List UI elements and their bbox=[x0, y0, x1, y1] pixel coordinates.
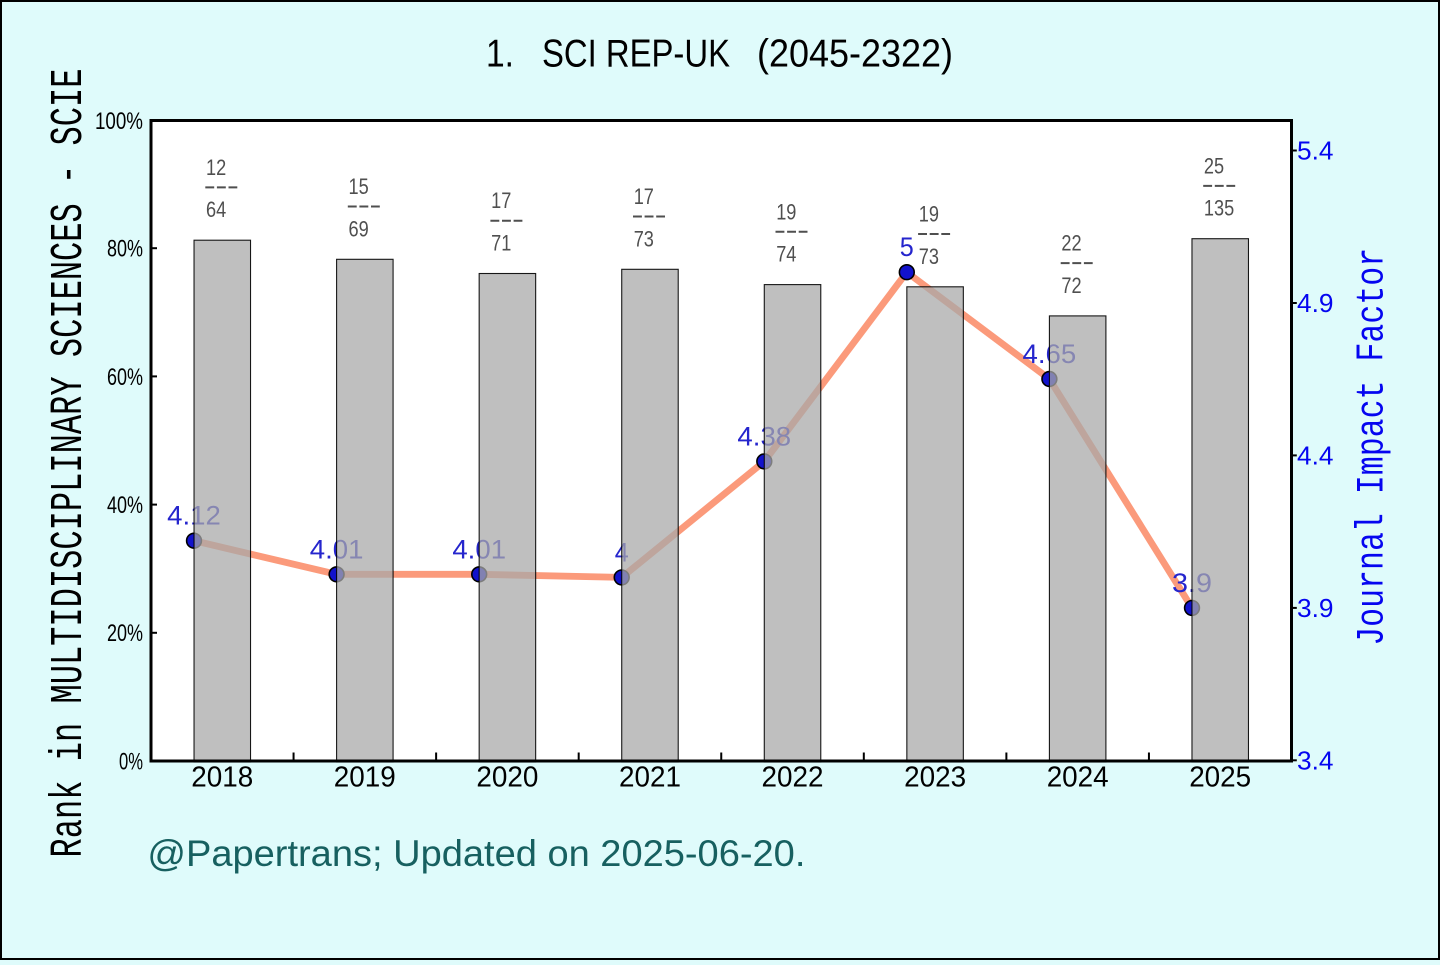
svg-text:80%: 80% bbox=[107, 236, 143, 263]
svg-text:4.9: 4.9 bbox=[1297, 290, 1334, 318]
svg-text:2019: 2019 bbox=[334, 762, 396, 794]
svg-text:SCI REP-UK: SCI REP-UK bbox=[542, 33, 730, 76]
svg-text:73: 73 bbox=[919, 244, 939, 269]
svg-text:Rank in MULTIDISCIPLINARY SCIE: Rank in MULTIDISCIPLINARY SCIENCES - SCI… bbox=[44, 69, 95, 858]
svg-text:20%: 20% bbox=[107, 620, 143, 647]
svg-text:0%: 0% bbox=[119, 748, 143, 775]
svg-text:2025: 2025 bbox=[1189, 762, 1251, 794]
svg-text:2022: 2022 bbox=[762, 762, 824, 794]
svg-text:74: 74 bbox=[776, 242, 796, 267]
svg-text:3.9: 3.9 bbox=[1297, 595, 1334, 623]
svg-text:2018: 2018 bbox=[191, 762, 253, 794]
svg-text:72: 72 bbox=[1061, 273, 1081, 298]
svg-text:3.4: 3.4 bbox=[1297, 747, 1334, 775]
svg-text:17: 17 bbox=[491, 188, 511, 213]
svg-text:15: 15 bbox=[349, 174, 369, 199]
svg-text:69: 69 bbox=[349, 216, 369, 241]
svg-text:100%: 100% bbox=[95, 108, 143, 135]
svg-text:4.4: 4.4 bbox=[1297, 442, 1334, 470]
svg-text:5: 5 bbox=[900, 232, 914, 262]
svg-text:17: 17 bbox=[634, 184, 654, 209]
svg-text:2024: 2024 bbox=[1047, 762, 1109, 794]
svg-text:135: 135 bbox=[1204, 196, 1234, 221]
svg-text:2023: 2023 bbox=[904, 762, 966, 794]
svg-text:64: 64 bbox=[206, 197, 226, 222]
svg-text:2021: 2021 bbox=[619, 762, 681, 794]
svg-text:1.: 1. bbox=[486, 33, 514, 76]
svg-text:25: 25 bbox=[1204, 153, 1224, 178]
svg-text:5.4: 5.4 bbox=[1297, 138, 1334, 166]
svg-text:71: 71 bbox=[491, 231, 511, 256]
svg-text:19: 19 bbox=[919, 202, 939, 227]
svg-text:19: 19 bbox=[776, 199, 796, 224]
svg-text:Journal Impact Factor: Journal Impact Factor bbox=[1350, 248, 1394, 646]
svg-text:2020: 2020 bbox=[476, 762, 538, 794]
svg-text:40%: 40% bbox=[107, 492, 143, 519]
svg-text:60%: 60% bbox=[107, 364, 143, 391]
svg-text:(2045-2322): (2045-2322) bbox=[757, 33, 953, 76]
svg-text:73: 73 bbox=[634, 226, 654, 251]
svg-text:22: 22 bbox=[1061, 231, 1081, 256]
svg-text:@Papertrans; Updated on 2025-0: @Papertrans; Updated on 2025-06-20. bbox=[147, 833, 805, 874]
svg-text:12: 12 bbox=[206, 155, 226, 180]
